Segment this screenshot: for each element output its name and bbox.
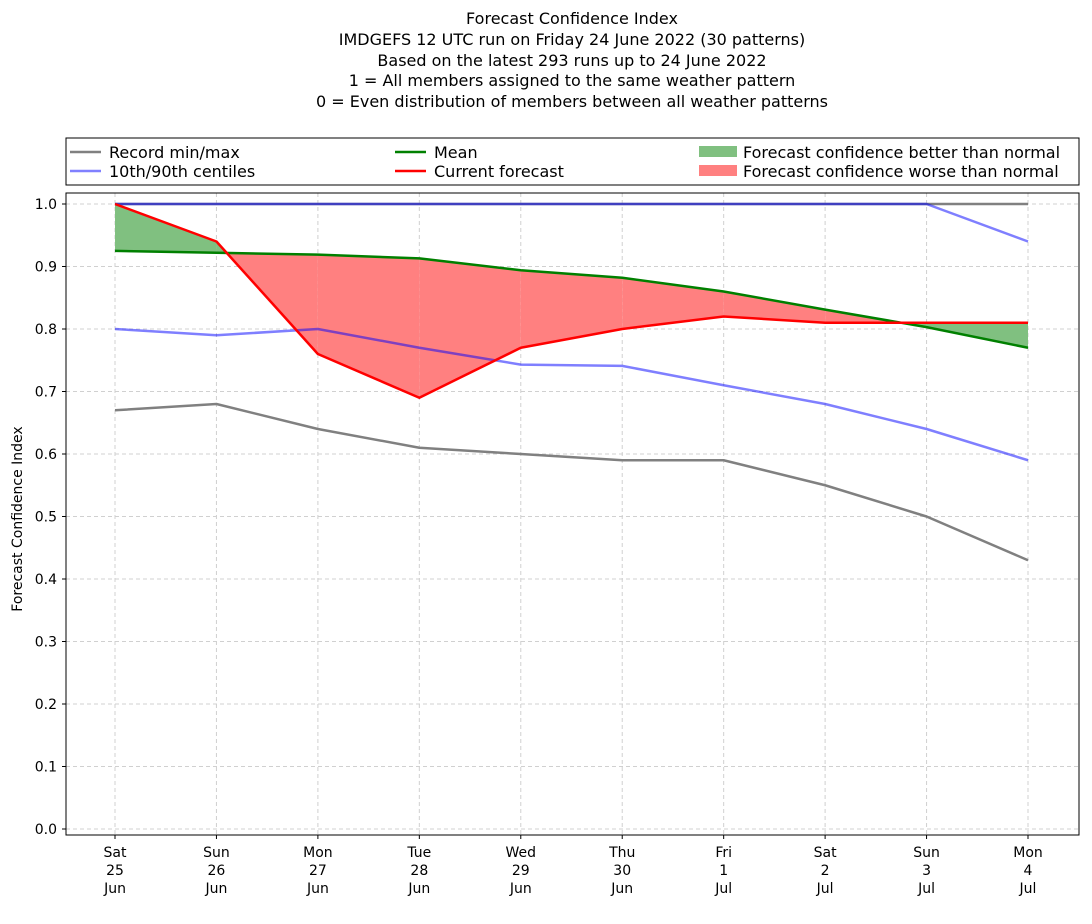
- x-tick-label: Jun: [407, 881, 430, 897]
- x-tick-label: 26: [208, 863, 226, 879]
- x-tick-label: Jun: [509, 881, 532, 897]
- x-tick-label: Sun: [203, 845, 230, 861]
- y-tick-label: 0.2: [35, 697, 57, 713]
- legend-label-record: Record min/max: [109, 143, 240, 162]
- legend-swatch-worse: [699, 165, 737, 176]
- x-tick-label: 29: [512, 863, 530, 879]
- plot-frame: [65, 192, 1080, 836]
- title-line-4: 1 = All members assigned to the same wea…: [349, 71, 796, 90]
- x-tick-label: 4: [1024, 863, 1033, 879]
- legend: Record min/max 10th/90th centiles Mean C…: [65, 137, 1080, 186]
- title-line-1: Forecast Confidence Index: [466, 9, 678, 28]
- x-tick-label: Wed: [506, 845, 537, 861]
- x-tick-label: Sat: [104, 845, 127, 861]
- x-tick-label: Tue: [406, 845, 431, 861]
- x-tick-label: Jul: [816, 881, 834, 897]
- title-line-3: Based on the latest 293 runs up to 24 Ju…: [377, 51, 766, 70]
- grid: [66, 193, 1079, 835]
- chart-title: Forecast Confidence Index IMDGEFS 12 UTC…: [316, 9, 828, 111]
- legend-label-better: Forecast confidence better than normal: [743, 143, 1060, 162]
- y-tick-label: 0.5: [35, 510, 57, 526]
- x-tick-label: Jun: [205, 881, 228, 897]
- x-tick-label: 30: [613, 863, 631, 879]
- series-lines: [114, 202, 1029, 562]
- fill-worse-than-normal: [520, 270, 623, 348]
- title-line-2: IMDGEFS 12 UTC run on Friday 24 June 202…: [339, 30, 806, 49]
- y-axis-label: Forecast Confidence Index: [10, 426, 26, 611]
- legend-label-worse: Forecast confidence worse than normal: [743, 162, 1059, 181]
- x-ticks: Sat 25 Jun Sun 26 Jun Mon 27 Jun Tue 28 Jun Wed 29 Jun…: [103, 835, 1043, 897]
- fill-worse-than-normal: [419, 258, 521, 398]
- y-tick-label: 0.4: [35, 572, 57, 588]
- fill-worse-than-normal: [723, 291, 826, 323]
- y-tick-label: 0.0: [35, 822, 57, 838]
- x-tick-label: 1: [719, 863, 728, 879]
- series-line-current-forecast: [114, 202, 1028, 399]
- x-tick-label: 3: [922, 863, 931, 879]
- y-tick-label: 0.9: [35, 260, 57, 276]
- x-tick-label: Jul: [917, 881, 935, 897]
- x-tick-label: Sun: [913, 845, 940, 861]
- series-line-10th-90th-centiles-10th: [114, 327, 1029, 462]
- legend-label-centiles: 10th/90th centiles: [109, 162, 255, 181]
- x-tick-label: Fri: [715, 845, 732, 861]
- y-tick-label: 1.0: [35, 197, 57, 213]
- x-tick-label: Thu: [608, 845, 635, 861]
- series-line-record-min-max-min: [114, 402, 1029, 562]
- fills: [115, 204, 1028, 398]
- y-tick-label: 0.7: [35, 385, 57, 401]
- x-tick-label: Jun: [306, 881, 329, 897]
- x-tick-label: Jul: [714, 881, 732, 897]
- series-line-mean: [114, 249, 1029, 349]
- x-tick-label: Mon: [303, 845, 333, 861]
- legend-swatch-better: [699, 146, 737, 157]
- x-tick-label: Jun: [610, 881, 633, 897]
- x-tick-label: Sat: [814, 845, 837, 861]
- y-tick-label: 0.6: [35, 447, 57, 463]
- x-tick-label: 2: [821, 863, 830, 879]
- x-tick-label: Mon: [1013, 845, 1043, 861]
- y-tick-label: 0.3: [35, 635, 57, 651]
- x-tick-label: 28: [410, 863, 428, 879]
- fill-worse-than-normal: [622, 277, 724, 329]
- x-tick-label: Jul: [1019, 881, 1037, 897]
- series-line-10th-90th-centiles-90th: [115, 202, 1029, 243]
- y-ticks: 0.0 0.1 0.2 0.3 0.4 0.5 0.6 0.7 0.8 0.9 1.0: [35, 197, 66, 838]
- legend-label-mean: Mean: [434, 143, 478, 162]
- x-tick-label: Jun: [103, 881, 126, 897]
- x-tick-label: 27: [309, 863, 327, 879]
- fill-worse-than-normal: [317, 254, 420, 398]
- fill-better-than-normal: [115, 204, 217, 253]
- x-tick-label: 25: [106, 863, 124, 879]
- title-line-5: 0 = Even distribution of members between…: [316, 92, 828, 111]
- y-tick-label: 0.8: [35, 322, 57, 338]
- y-tick-label: 0.1: [35, 760, 57, 776]
- legend-label-current: Current forecast: [434, 162, 564, 181]
